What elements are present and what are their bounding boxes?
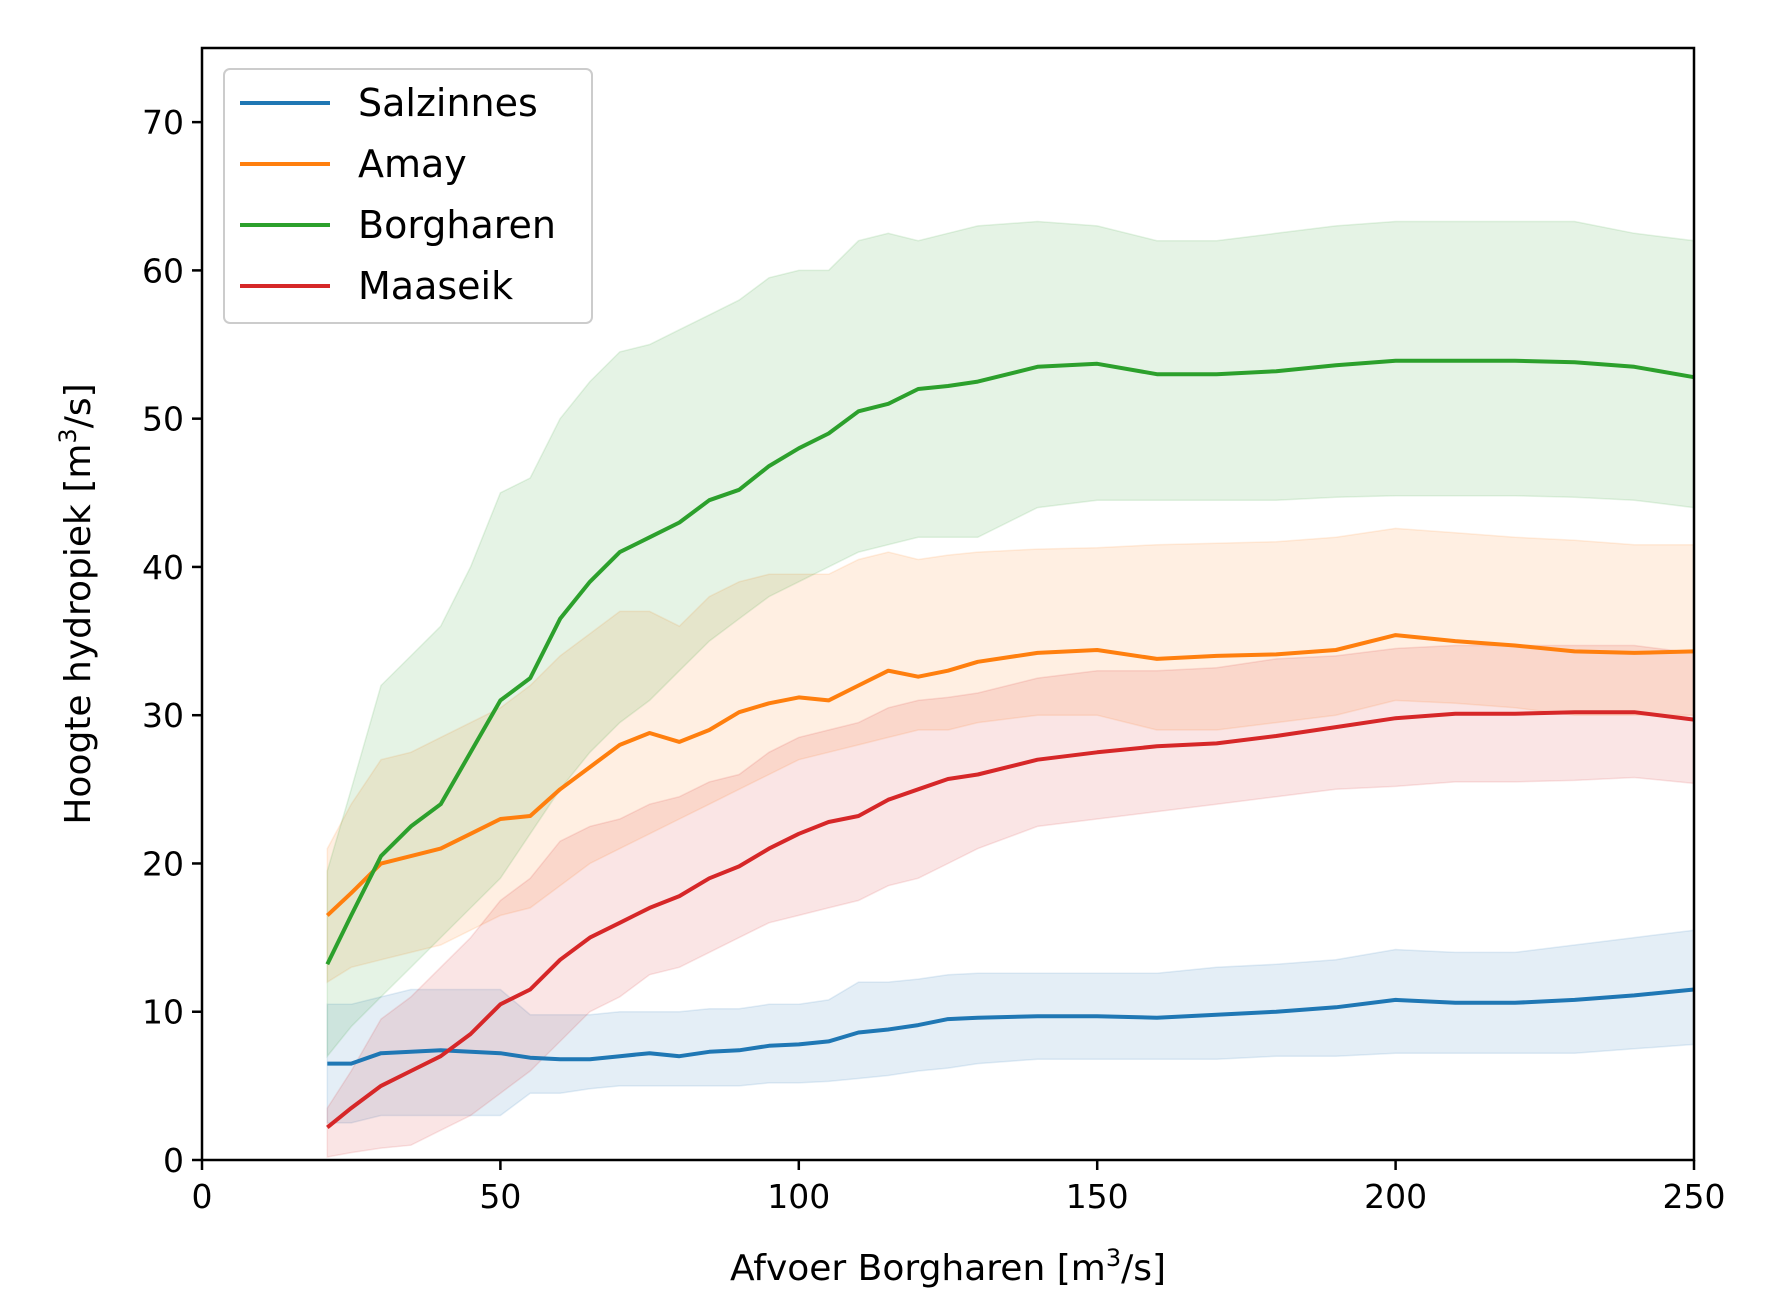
y-tick-label: 20 xyxy=(142,844,184,883)
x-tick-label: 250 xyxy=(1663,1177,1726,1216)
line-maaseik xyxy=(326,710,1695,1129)
y-tick-label: 40 xyxy=(142,548,184,587)
legend-label-salzinnes: Salzinnes xyxy=(358,81,538,125)
x-tick-label: 0 xyxy=(192,1177,213,1216)
y-axis-label: Hoogte hydropiek [m3/s] xyxy=(54,383,99,824)
x-tick-label: 100 xyxy=(767,1177,830,1216)
legend-label-borgharen: Borgharen xyxy=(358,203,556,247)
line-amay xyxy=(325,633,1695,917)
y-tick-label: 70 xyxy=(142,103,184,142)
confidence-bands xyxy=(326,220,1695,1158)
legend: Salzinnes Amay Borgharen Maaseik xyxy=(223,68,593,324)
legend-label-amay: Amay xyxy=(358,142,467,186)
y-tick-label: 10 xyxy=(142,993,184,1032)
x-tick-label: 50 xyxy=(479,1177,521,1216)
y-tick-label: 30 xyxy=(142,696,184,735)
x-tick-label: 150 xyxy=(1066,1177,1129,1216)
y-axis-ticks: 0 10 20 30 40 50 60 70 xyxy=(142,103,202,1180)
line-borgharen xyxy=(325,358,1695,966)
y-tick-label: 60 xyxy=(142,251,184,290)
y-tick-label: 0 xyxy=(163,1141,184,1180)
legend-label-maaseik: Maaseik xyxy=(358,264,513,308)
series-lines xyxy=(325,358,1695,1129)
x-axis-label: Afvoer Borgharen [m3/s] xyxy=(730,1244,1166,1289)
legend-items: Salzinnes Amay Borgharen Maaseik xyxy=(240,81,556,308)
legend-box xyxy=(223,68,593,324)
line-salzinnes xyxy=(327,987,1695,1066)
x-axis-ticks: 0 50 100 150 200 250 xyxy=(192,1160,1726,1216)
y-tick-label: 50 xyxy=(142,400,184,439)
plot-frame xyxy=(200,46,1696,1162)
x-tick-label: 200 xyxy=(1364,1177,1427,1216)
